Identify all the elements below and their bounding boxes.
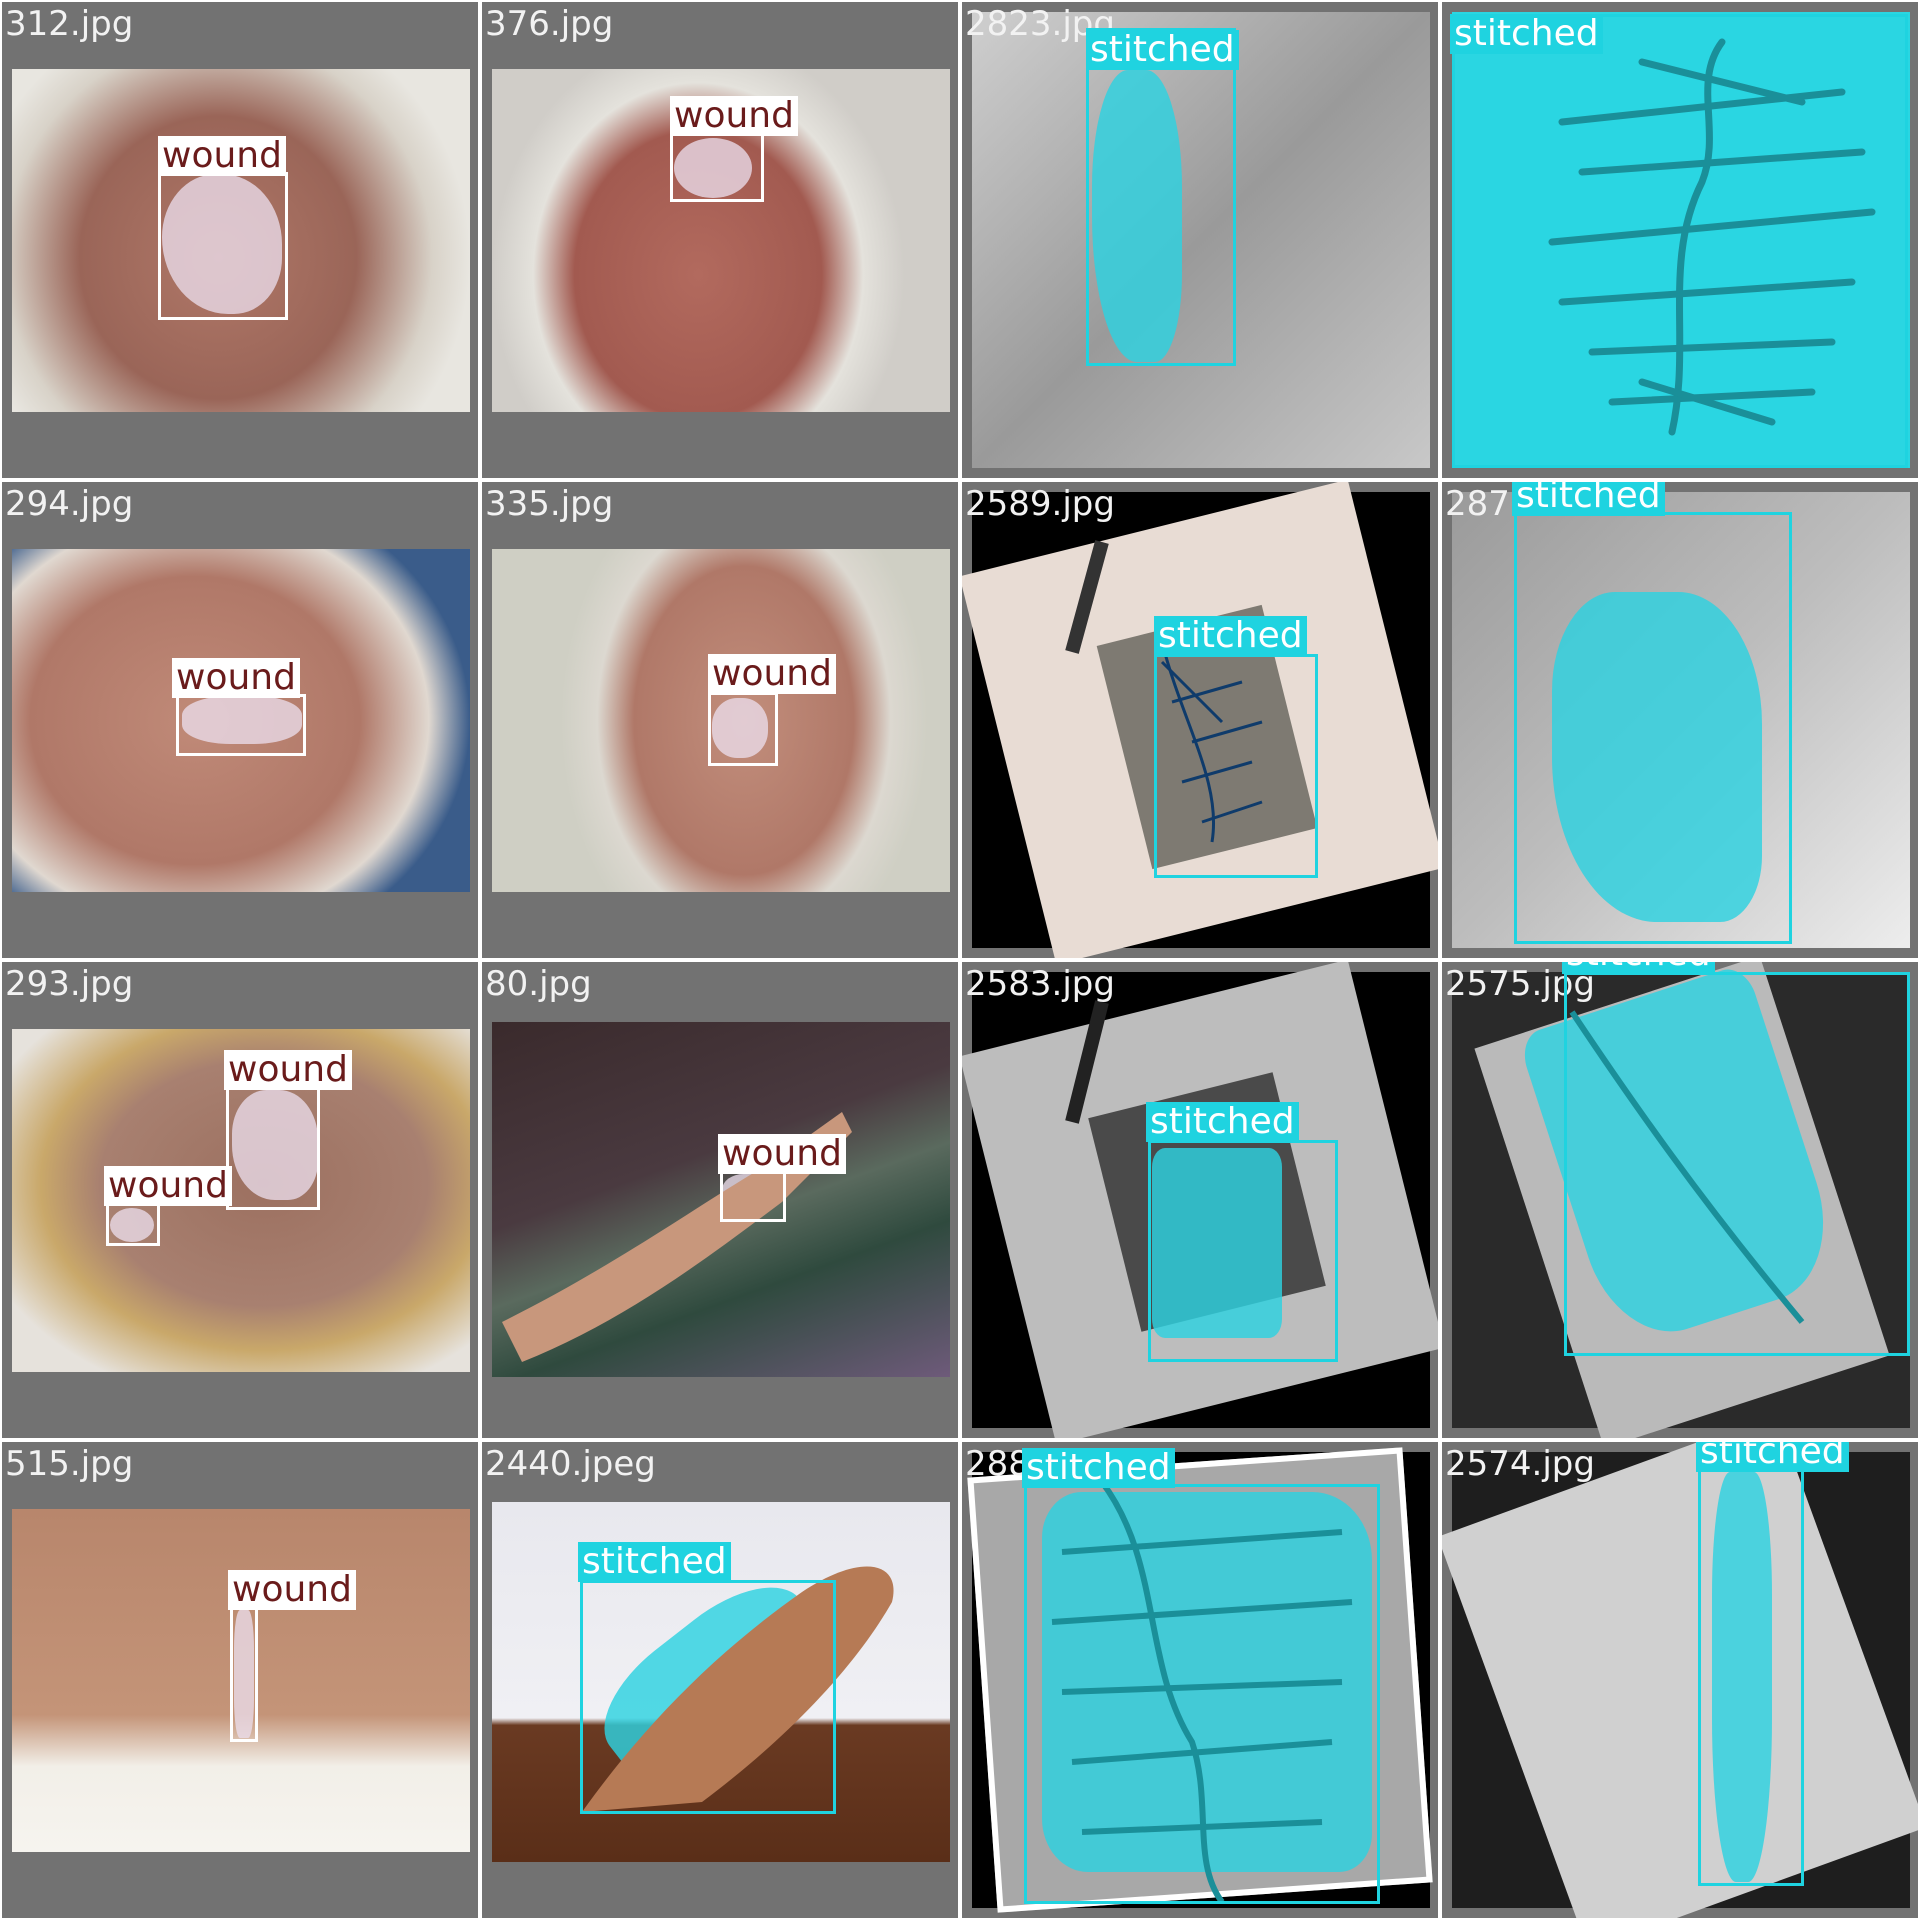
wound-mask [110, 1208, 154, 1242]
detection-label: wound [158, 136, 286, 176]
tile-288: 288 stitched [962, 1442, 1438, 1918]
detection-box [720, 1170, 786, 1222]
stitched-mask [1092, 70, 1182, 362]
detection-box [1086, 28, 1236, 366]
detection-box [176, 694, 306, 756]
detection-box [230, 1606, 258, 1742]
detection-label: stitched [1450, 14, 1603, 54]
wound-mask [182, 696, 302, 744]
arm-shape [502, 1112, 852, 1362]
tile-2575: 2575.jpg stitched [1442, 962, 1918, 1438]
tile-312: 312.jpg wound [2, 2, 478, 478]
detection-box [580, 1580, 836, 1814]
wound-mask [234, 1610, 254, 1738]
tile-filename: 293.jpg [5, 964, 134, 1004]
tile-80: 80.jpg wound [482, 962, 958, 1438]
tile-filename: 335.jpg [485, 484, 614, 524]
detection-label: stitched [1146, 1102, 1299, 1142]
tile-2583: 2583.jpg stitched [962, 962, 1438, 1438]
stitched-mask [1552, 592, 1762, 922]
detection-label: stitched [1086, 30, 1239, 70]
detection-box [1024, 1484, 1380, 1904]
wound-mask [674, 138, 752, 198]
tile-filename: 2574.jpg [1445, 1444, 1595, 1484]
tile-294: 294.jpg wound [2, 482, 478, 958]
detection-box [1148, 1140, 1338, 1362]
detection-label: wound [708, 654, 836, 694]
detection-box [1514, 512, 1792, 944]
detection-box [1698, 1468, 1804, 1886]
tile-2589: 2589.jpg stitched [962, 482, 1438, 958]
tile-photo [972, 12, 1430, 468]
tile-2823: 2823.jpg stitched [962, 2, 1438, 478]
detection-label: wound [228, 1570, 356, 1610]
detection-label: stitched [578, 1542, 731, 1582]
detection-label: stitched [1154, 616, 1307, 656]
suture-lines [1569, 1010, 1805, 1324]
tile-filename: 515.jpg [5, 1444, 134, 1484]
detection-box [1154, 654, 1318, 878]
detection-label: wound [670, 96, 798, 136]
detection-box [158, 172, 288, 320]
suture-lines [1548, 38, 1876, 436]
suture-lines [1065, 540, 1263, 843]
wound-mask [232, 1090, 318, 1200]
tile-filename: 80.jpg [485, 964, 592, 1004]
detection-box [1452, 14, 1908, 468]
tile-filename: 294.jpg [5, 484, 134, 524]
detection-label: stitched [1022, 1448, 1175, 1488]
tile-287: 287 stitched [1442, 482, 1918, 958]
tile-filename: 288 [965, 1444, 1030, 1484]
detection-box [1564, 972, 1910, 1356]
stitched-mask [1152, 1148, 1282, 1338]
wound-mask [712, 698, 768, 758]
detection-box [226, 1086, 320, 1210]
forceps [1065, 1000, 1109, 1124]
suture-lines [1051, 1480, 1353, 1904]
tile-filename: 2440.jpeg [485, 1444, 656, 1484]
detection-label: stitched [1512, 482, 1665, 516]
tile-stitched-top-right: stitched [1442, 2, 1918, 478]
detection-label: wound [718, 1134, 846, 1174]
tile-filename: 312.jpg [5, 4, 134, 44]
tile-2574: 2574.jpg stitched [1442, 1442, 1918, 1918]
tile-335: 335.jpg wound [482, 482, 958, 958]
tile-515: 515.jpg wound [2, 1442, 478, 1918]
tile-filename: 376.jpg [485, 4, 614, 44]
tile-293: 293.jpg wound wound [2, 962, 478, 1438]
detection-label: stitched [1696, 1442, 1849, 1472]
finger-shape [582, 1566, 894, 1812]
wound-mask [162, 174, 282, 314]
detection-label: stitched [1562, 962, 1715, 974]
detection-label: wound [172, 658, 300, 698]
tile-filename: 2583.jpg [965, 964, 1115, 1004]
detection-label: wound [104, 1166, 232, 1206]
tile-2440: 2440.jpeg stitched [482, 1442, 958, 1918]
tile-filename: 287 [1445, 484, 1510, 524]
tile-376: 376.jpg wound [482, 2, 958, 478]
detection-box [106, 1202, 160, 1246]
detection-box [670, 132, 764, 202]
tile-filename: 2589.jpg [965, 484, 1115, 524]
stitched-mask [1712, 1472, 1772, 1882]
detection-box [708, 692, 778, 766]
detection-label: wound [224, 1050, 352, 1090]
